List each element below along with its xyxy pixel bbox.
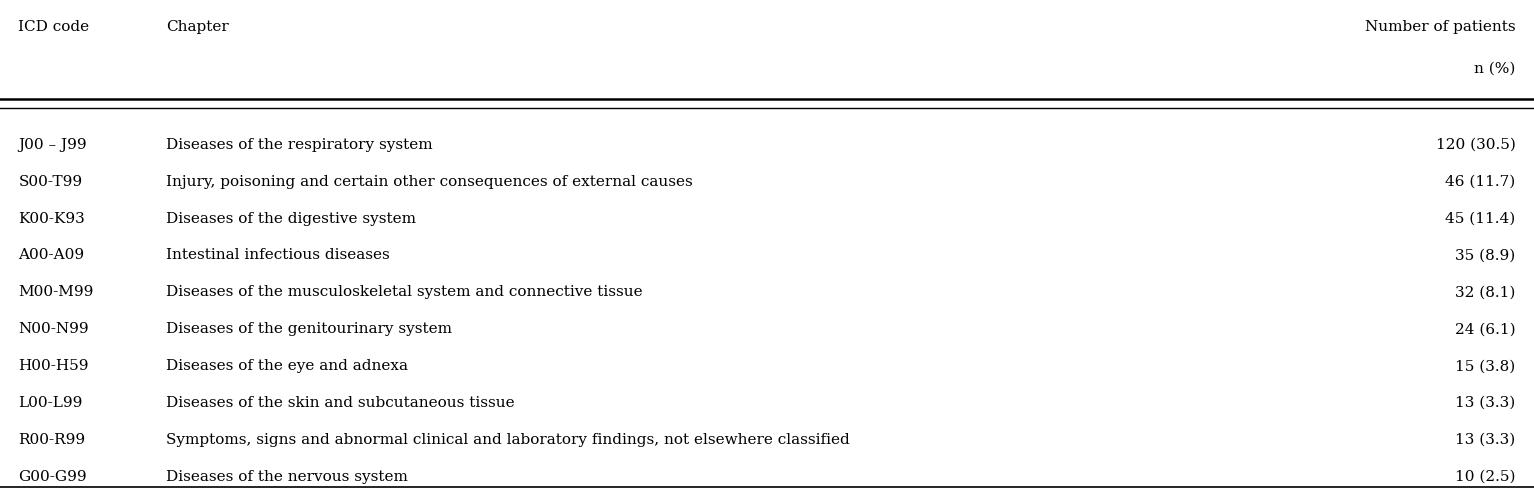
Text: L00-L99: L00-L99 (18, 396, 83, 410)
Text: R00-R99: R00-R99 (18, 433, 86, 447)
Text: Number of patients: Number of patients (1365, 20, 1516, 33)
Text: Diseases of the digestive system: Diseases of the digestive system (166, 212, 416, 225)
Text: K00-K93: K00-K93 (18, 212, 86, 225)
Text: Diseases of the eye and adnexa: Diseases of the eye and adnexa (166, 359, 408, 373)
Text: Symptoms, signs and abnormal clinical and laboratory findings, not elsewhere cla: Symptoms, signs and abnormal clinical an… (166, 433, 850, 447)
Text: A00-A09: A00-A09 (18, 248, 84, 262)
Text: Injury, poisoning and certain other consequences of external causes: Injury, poisoning and certain other cons… (166, 175, 692, 188)
Text: 10 (2.5): 10 (2.5) (1456, 470, 1516, 484)
Text: 24 (6.1): 24 (6.1) (1454, 322, 1516, 336)
Text: 15 (3.8): 15 (3.8) (1456, 359, 1516, 373)
Text: Diseases of the musculoskeletal system and connective tissue: Diseases of the musculoskeletal system a… (166, 285, 643, 299)
Text: H00-H59: H00-H59 (18, 359, 89, 373)
Text: Diseases of the respiratory system: Diseases of the respiratory system (166, 138, 433, 152)
Text: 32 (8.1): 32 (8.1) (1456, 285, 1516, 299)
Text: n (%): n (%) (1474, 62, 1516, 75)
Text: Chapter: Chapter (166, 20, 229, 33)
Text: 13 (3.3): 13 (3.3) (1456, 396, 1516, 410)
Text: 120 (30.5): 120 (30.5) (1436, 138, 1516, 152)
Text: Diseases of the skin and subcutaneous tissue: Diseases of the skin and subcutaneous ti… (166, 396, 514, 410)
Text: J00 – J99: J00 – J99 (18, 138, 87, 152)
Text: Intestinal infectious diseases: Intestinal infectious diseases (166, 248, 390, 262)
Text: Diseases of the genitourinary system: Diseases of the genitourinary system (166, 322, 451, 336)
Text: ICD code: ICD code (18, 20, 89, 33)
Text: 13 (3.3): 13 (3.3) (1456, 433, 1516, 447)
Text: Diseases of the nervous system: Diseases of the nervous system (166, 470, 408, 484)
Text: S00-T99: S00-T99 (18, 175, 83, 188)
Text: 45 (11.4): 45 (11.4) (1445, 212, 1516, 225)
Text: N00-N99: N00-N99 (18, 322, 89, 336)
Text: 46 (11.7): 46 (11.7) (1445, 175, 1516, 188)
Text: 35 (8.9): 35 (8.9) (1456, 248, 1516, 262)
Text: M00-M99: M00-M99 (18, 285, 94, 299)
Text: G00-G99: G00-G99 (18, 470, 87, 484)
